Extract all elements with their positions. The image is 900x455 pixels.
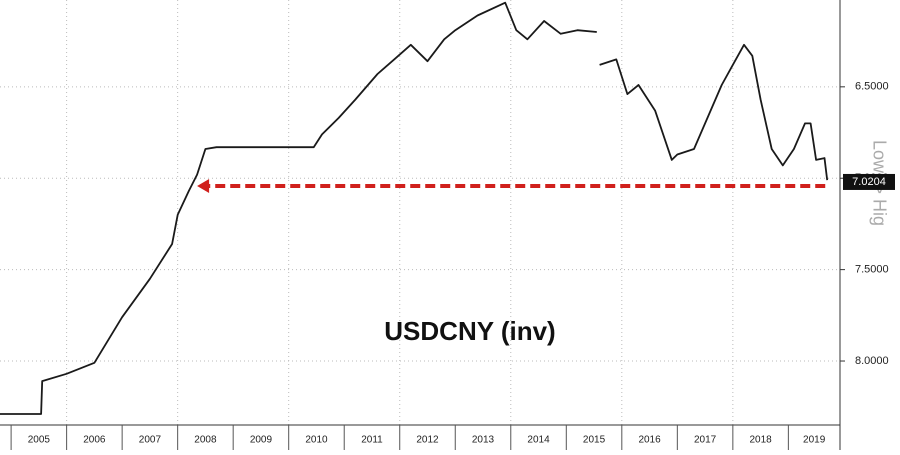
arrow-head <box>197 178 210 193</box>
x-tick-label: 2012 <box>416 435 439 446</box>
x-tick-label: 2011 <box>361 435 383 446</box>
y-tick-label: 7.5000 <box>855 264 889 276</box>
x-tick-label: 2017 <box>694 435 717 446</box>
plot <box>0 1 829 415</box>
x-tick-label: 2009 <box>250 435 273 446</box>
x-tick-label: 2015 <box>583 435 606 446</box>
x-tick-label: 2005 <box>28 435 51 446</box>
grid <box>0 0 840 425</box>
x-tick-label: 2006 <box>83 435 106 446</box>
value-label: 7.0204 <box>852 176 886 188</box>
value-label-box <box>843 173 895 190</box>
x-tick-label: 2019 <box>803 435 826 446</box>
price-line <box>0 1 829 415</box>
x-tick-label: 2016 <box>638 435 661 446</box>
x-tick-label: 2014 <box>527 435 550 446</box>
y-tick-label: 6.5000 <box>855 81 889 93</box>
annotation: USDCNY (inv) <box>384 316 555 346</box>
x-tick-label: 2007 <box>139 435 162 446</box>
y-tick-label: 8.0000 <box>855 355 889 367</box>
x-tick-label: 2018 <box>749 435 772 446</box>
x-tick-label: 2010 <box>305 435 328 446</box>
x-tick-label: 2013 <box>472 435 495 446</box>
x-tick-label: 2008 <box>194 435 217 446</box>
